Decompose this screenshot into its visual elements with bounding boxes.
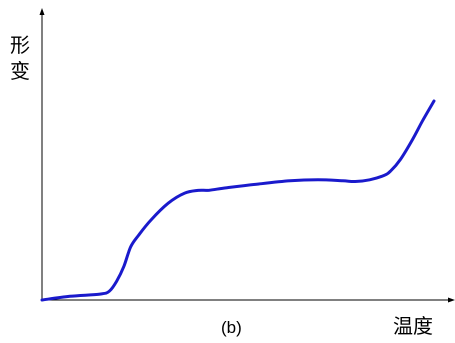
axes <box>39 8 455 303</box>
y-axis-label: 形 变 <box>10 33 30 83</box>
y-axis-label-char: 变 <box>10 59 30 83</box>
y-axis-label-char: 形 <box>10 33 30 57</box>
series-line <box>40 99 436 302</box>
y-axis-arrow <box>39 8 45 15</box>
x-axis-arrow <box>448 297 455 303</box>
figure-caption: (b) <box>221 318 242 337</box>
x-axis-label: 温度 <box>393 314 433 338</box>
